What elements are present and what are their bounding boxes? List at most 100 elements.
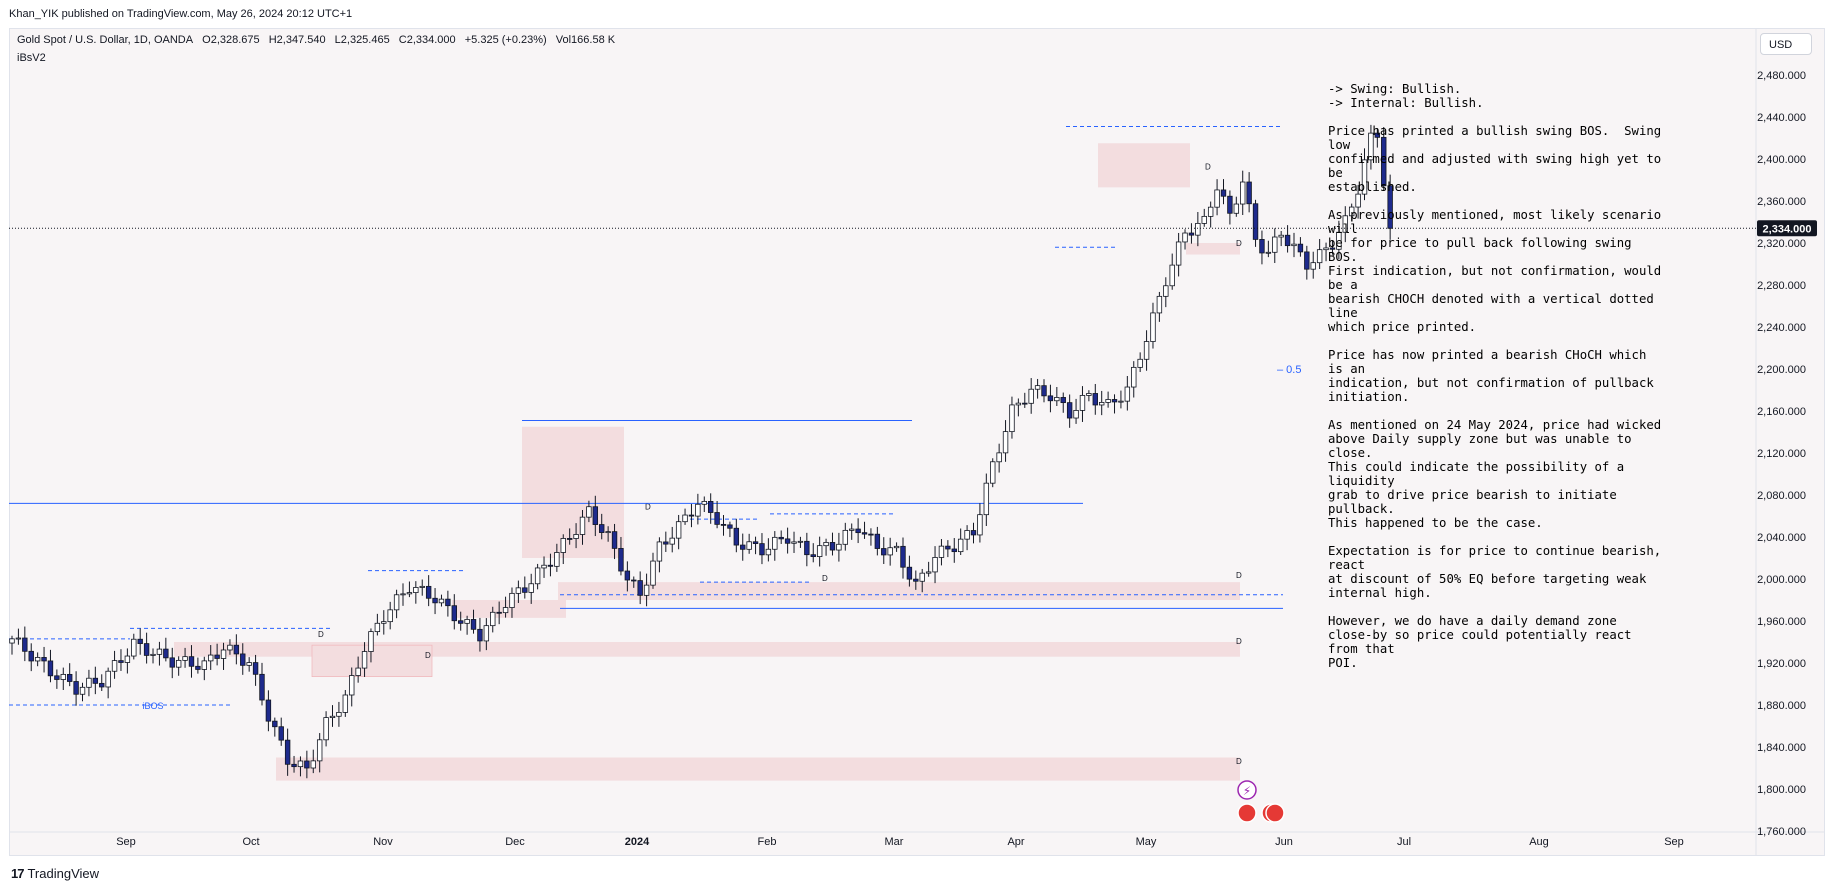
candle-body [1156, 295, 1163, 314]
y-tick-label: 1,880.000 [1757, 700, 1806, 712]
candle-body [874, 533, 881, 549]
x-tick-label: Mar [885, 836, 904, 848]
candle-body [1207, 206, 1214, 217]
candle-body [970, 530, 977, 536]
candle-body [823, 542, 829, 547]
candle-body [522, 587, 528, 593]
candle-body [900, 545, 906, 568]
candle-body [829, 542, 836, 551]
candle-body [73, 681, 79, 695]
candle-body [791, 541, 797, 544]
volume-value: Vol166.58 K [555, 34, 616, 46]
candle-body [945, 545, 951, 550]
candle-body [919, 572, 925, 582]
candle-body [220, 649, 227, 659]
candle-body [92, 677, 99, 684]
candle-body [246, 662, 252, 666]
candle-body [599, 524, 605, 533]
symbol-name[interactable]: Gold Spot / U.S. Dollar, 1D, OANDA [17, 34, 194, 46]
candle-body [861, 532, 868, 535]
candle-body [1137, 358, 1143, 368]
candle-body [150, 653, 156, 656]
candle-body [720, 523, 727, 526]
candle-body [342, 694, 349, 713]
candle-body [618, 548, 624, 572]
candle-body [66, 673, 73, 682]
candle-body [47, 660, 54, 677]
candle-body [932, 557, 938, 573]
candle-body [483, 625, 490, 642]
zone-label: D [822, 574, 828, 583]
candle-body [214, 654, 220, 659]
demand-supply-zone [1186, 243, 1240, 255]
note-paragraph: As mentioned on 24 May 2024, price had w… [1328, 418, 1662, 530]
note-paragraph: Price has now printed a bearish CHoCH wh… [1328, 348, 1654, 404]
candle-body [1060, 397, 1066, 404]
candle-body [438, 598, 445, 604]
candle-body [381, 621, 387, 624]
candle-body [624, 570, 631, 581]
candle-body [560, 538, 566, 553]
x-tick-label: Jul [1397, 836, 1411, 848]
candle-body [233, 644, 240, 655]
candle-body [1201, 215, 1207, 224]
candle-body [887, 547, 893, 556]
candle-body [393, 594, 400, 611]
candle-body [278, 726, 284, 741]
candle-body [1073, 410, 1079, 419]
candle-body [656, 541, 663, 562]
x-tick-label: Apr [1007, 836, 1024, 848]
chart-frame[interactable] [9, 28, 1825, 856]
candle-body [797, 540, 804, 543]
candle-body [695, 503, 701, 517]
candle-body [1150, 312, 1156, 342]
us-flag-event-icon[interactable] [1265, 803, 1285, 823]
x-tick-label: Aug [1529, 836, 1549, 848]
candle-body [79, 686, 86, 695]
tradingview-logo[interactable]: 17 TradingView [11, 866, 99, 881]
candle-body [1131, 366, 1137, 388]
candle-body [297, 760, 304, 768]
last-price-badge [1757, 220, 1817, 237]
candle-body [1214, 189, 1220, 208]
zone-label: D [1236, 571, 1242, 580]
y-tick-label: 2,000.000 [1757, 574, 1806, 586]
candle-body [1143, 341, 1150, 360]
y-tick-label: 2,480.000 [1757, 70, 1806, 82]
open-value: O2,328.675 [202, 34, 260, 46]
analysis-notes: -> Swing: Bullish. -> Internal: Bullish.… [1328, 82, 1668, 684]
candle-body [28, 650, 34, 662]
x-tick-label: Feb [758, 836, 777, 848]
candle-body [490, 611, 496, 627]
candle-body [15, 637, 22, 640]
candle-body [977, 514, 983, 536]
lightning-event-icon[interactable] [1237, 780, 1257, 800]
indicator-label[interactable]: iBsV2 [17, 52, 46, 64]
us-flag-event-icon[interactable] [1237, 803, 1257, 823]
close-value: C2,334.000 [398, 34, 456, 46]
x-tick-label: 2024 [625, 836, 650, 848]
currency-button[interactable]: USD [1760, 33, 1812, 55]
candle-body [701, 501, 707, 505]
candle-body [188, 656, 195, 667]
candle-body [643, 584, 650, 596]
candle-body [1355, 193, 1361, 208]
candle-body [592, 506, 599, 525]
candle-body [1182, 232, 1188, 243]
candle-body [733, 527, 740, 546]
y-tick-label: 2,240.000 [1757, 322, 1806, 334]
candle-body [1015, 402, 1022, 406]
candle-body [355, 667, 361, 676]
candle-body [1246, 181, 1252, 205]
candle-body [310, 760, 316, 769]
candle-body [1374, 132, 1381, 138]
candle-body [509, 592, 515, 608]
x-tick-label: Sep [1664, 836, 1684, 848]
y-tick-label: 2,280.000 [1757, 280, 1806, 292]
candle-body [727, 524, 733, 529]
candle-body [778, 536, 784, 540]
candle-body [515, 587, 522, 594]
candle-body [804, 540, 810, 556]
candle-body [682, 514, 688, 523]
